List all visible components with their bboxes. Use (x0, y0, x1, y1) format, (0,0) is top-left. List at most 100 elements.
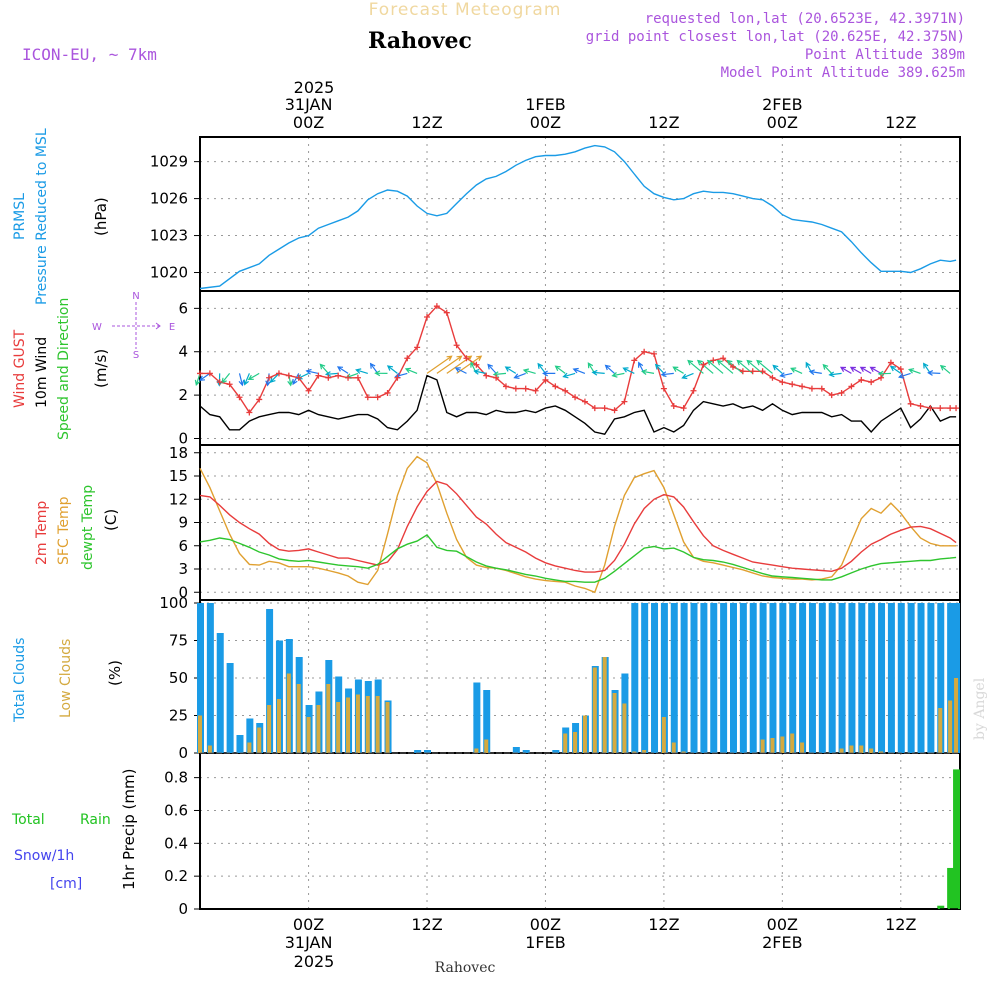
gust-marker (394, 374, 401, 381)
low-cloud-bar (306, 717, 311, 753)
low-cloud-bar (563, 733, 568, 753)
gust-marker (335, 372, 342, 379)
top-date-label: 2FEB (762, 95, 802, 114)
bottom-time-axis: 00Z 12Z 00Z 12Z 00Z 12Z 31JAN 1FEB 2FEB (285, 915, 917, 952)
gust-marker (325, 374, 332, 381)
gust-marker (443, 309, 450, 316)
gust-marker (897, 366, 904, 373)
y-tick-label: 18 (169, 444, 188, 462)
y-tick-label: 0.8 (164, 769, 188, 787)
top-date-label: 1FEB (525, 95, 565, 114)
gust-marker (275, 370, 282, 377)
low-cloud-bar (326, 684, 331, 753)
y-tick-label: 3 (178, 560, 188, 578)
snow-unit-label: [cm] (50, 876, 82, 892)
wind-arrow (716, 359, 734, 374)
total-cloud-bar (216, 633, 224, 753)
wind-arrow (654, 363, 665, 374)
total-cloud-bar (897, 603, 905, 753)
wind-arrow (386, 365, 398, 374)
y-tick-label: 75 (169, 632, 188, 650)
gust-marker (641, 348, 648, 355)
low-cloud-bar (849, 745, 854, 753)
low-cloud-bar (839, 748, 844, 753)
wind-arrow (404, 367, 418, 374)
bottom-hour-label: 12Z (648, 915, 679, 934)
snow-label: Snow/1h (14, 848, 74, 864)
y-tick-label: 100 (159, 594, 188, 612)
pressure-reduced-label: Pressure Reduced to MSL (34, 128, 50, 305)
y-tick-label: 0 (178, 429, 188, 447)
wind-arrow (454, 367, 467, 374)
wind-speed-dir-label: Speed and Direction (56, 298, 72, 440)
wind-arrow (487, 363, 497, 374)
total-cloud-bar (512, 747, 520, 753)
gust-marker (591, 405, 598, 412)
total-cloud-bar (720, 603, 728, 753)
gust-marker (256, 396, 263, 403)
total-cloud-bar (651, 603, 659, 753)
total-cloud-bar (858, 603, 866, 753)
gust-marker (552, 383, 559, 390)
total-cloud-bar (246, 718, 254, 753)
total-cloud-bar (779, 603, 787, 753)
wind-arrow (554, 365, 566, 374)
y-tick-label: 0 (178, 900, 188, 918)
low-cloud-bar (948, 700, 953, 753)
low-cloud-bar (790, 733, 795, 753)
wind-arrow (446, 355, 473, 374)
low-cloud-bar (257, 727, 262, 753)
gust-marker (848, 383, 855, 390)
wind-arrow (839, 366, 852, 374)
gust-marker (433, 303, 440, 310)
bottom-date-label: 31JAN (285, 933, 333, 952)
gust-marker (818, 385, 825, 392)
low-cloud-bar (296, 684, 301, 753)
total-cloud-bar (749, 603, 757, 753)
total-cloud-bar (927, 603, 935, 753)
wind-arrow (473, 369, 487, 375)
total-cloud-bar (552, 750, 560, 753)
gust-marker (729, 363, 736, 370)
gust-marker (572, 394, 579, 401)
total-cloud-bar (947, 603, 955, 753)
top-hour-label: 00Z (530, 113, 561, 132)
y-tick-labels: 1020102310261029024603691215180255075100… (150, 153, 200, 918)
wind-arrow (572, 367, 586, 374)
gust-marker (354, 374, 361, 381)
total-cloud-bar (631, 603, 639, 753)
y-tick-label: 9 (178, 514, 188, 532)
gust-marker (206, 370, 213, 377)
gust-marker (463, 355, 470, 362)
wind-arrow (696, 359, 714, 374)
total-cloud-bar (818, 603, 826, 753)
total-cloud-bar (226, 663, 234, 753)
gust-marker (532, 387, 539, 394)
total-cloud-bar (759, 603, 767, 753)
wind-arrow (927, 370, 941, 376)
low-cloud-bar (207, 745, 212, 753)
gust-marker (700, 361, 707, 368)
low-cloud-bar (800, 742, 805, 753)
wind-arrow (660, 371, 674, 378)
low-cloud-bar (286, 673, 291, 753)
low-cloud-bar (267, 705, 272, 753)
low-cloud-bar (582, 715, 587, 753)
wind-arrow (336, 366, 349, 374)
gust-marker (315, 372, 322, 379)
total-cloud-bar (266, 609, 274, 753)
requested-coords: requested lon,lat (20.6523E, 42.3971N) (645, 11, 965, 27)
gust-marker (749, 368, 756, 375)
top-date-label: 31JAN (285, 95, 333, 114)
top-time-axis: 00Z 12Z 00Z 12Z 00Z 12Z 31JAN 1FEB 2FEB (285, 95, 917, 132)
gust-marker (424, 314, 431, 321)
gust-marker (953, 405, 960, 412)
wind-arrow (706, 359, 724, 374)
temp-2m-label: 2m Temp (34, 501, 50, 565)
dewpt-temp-line (199, 533, 957, 583)
low-cloud-bar (760, 739, 765, 753)
wind-arrow (198, 372, 211, 382)
pressure-line (199, 144, 957, 290)
bottom-hour-label: 12Z (411, 915, 442, 934)
